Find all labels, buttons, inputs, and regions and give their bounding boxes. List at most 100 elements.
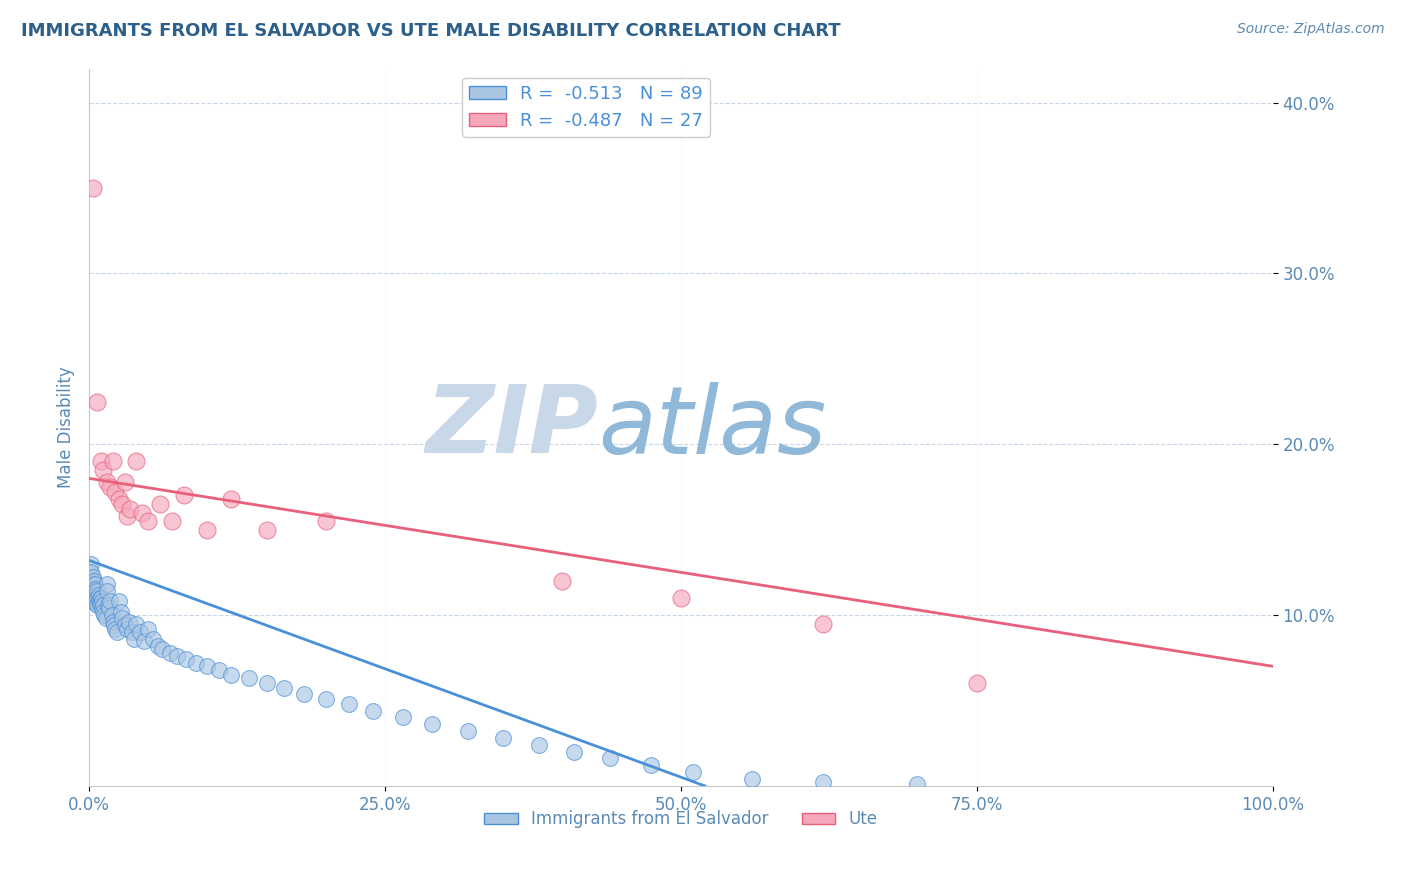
Point bbox=[84, 594, 107, 608]
Point bbox=[811, 616, 834, 631]
Point bbox=[669, 591, 692, 605]
Point bbox=[682, 765, 704, 780]
Point bbox=[166, 648, 188, 663]
Point bbox=[273, 681, 295, 696]
Point bbox=[107, 594, 129, 608]
Point bbox=[107, 491, 129, 506]
Point bbox=[80, 577, 103, 591]
Point bbox=[114, 475, 136, 489]
Point bbox=[83, 574, 105, 588]
Y-axis label: Male Disability: Male Disability bbox=[58, 367, 75, 488]
Point bbox=[208, 663, 231, 677]
Point bbox=[640, 758, 662, 772]
Point bbox=[96, 475, 118, 489]
Point bbox=[315, 514, 337, 528]
Point bbox=[96, 584, 118, 599]
Point bbox=[91, 594, 114, 608]
Point bbox=[84, 587, 107, 601]
Point bbox=[90, 598, 112, 612]
Point bbox=[100, 594, 122, 608]
Point bbox=[84, 584, 107, 599]
Point bbox=[132, 633, 155, 648]
Point bbox=[98, 601, 121, 615]
Point bbox=[84, 596, 107, 610]
Point bbox=[741, 772, 763, 786]
Point bbox=[86, 394, 108, 409]
Point bbox=[91, 463, 114, 477]
Point bbox=[121, 625, 143, 640]
Point bbox=[131, 506, 153, 520]
Text: Source: ZipAtlas.com: Source: ZipAtlas.com bbox=[1237, 22, 1385, 37]
Point bbox=[120, 502, 142, 516]
Point bbox=[142, 632, 165, 646]
Point bbox=[89, 591, 111, 605]
Point bbox=[114, 618, 136, 632]
Point bbox=[136, 622, 159, 636]
Text: IMMIGRANTS FROM EL SALVADOR VS UTE MALE DISABILITY CORRELATION CHART: IMMIGRANTS FROM EL SALVADOR VS UTE MALE … bbox=[21, 22, 841, 40]
Point bbox=[107, 625, 129, 640]
Point bbox=[83, 591, 105, 605]
Point bbox=[159, 646, 181, 660]
Point bbox=[160, 514, 183, 528]
Point bbox=[90, 591, 112, 605]
Point bbox=[80, 587, 103, 601]
Point bbox=[79, 591, 101, 605]
Point bbox=[84, 591, 107, 605]
Point bbox=[125, 616, 148, 631]
Point bbox=[907, 777, 929, 791]
Point bbox=[79, 582, 101, 597]
Point bbox=[83, 582, 105, 597]
Point bbox=[146, 639, 169, 653]
Point bbox=[104, 622, 127, 636]
Point bbox=[125, 454, 148, 468]
Point bbox=[122, 632, 145, 646]
Point bbox=[94, 611, 117, 625]
Point bbox=[149, 497, 172, 511]
Text: ZIP: ZIP bbox=[425, 381, 598, 473]
Point bbox=[93, 607, 115, 622]
Point bbox=[174, 652, 197, 666]
Point bbox=[79, 566, 101, 580]
Point bbox=[256, 676, 278, 690]
Text: atlas: atlas bbox=[598, 382, 827, 473]
Point bbox=[84, 582, 107, 597]
Point bbox=[110, 605, 132, 619]
Point bbox=[100, 607, 122, 622]
Point bbox=[97, 598, 120, 612]
Point bbox=[184, 656, 207, 670]
Point bbox=[219, 491, 242, 506]
Point bbox=[315, 691, 337, 706]
Point bbox=[87, 594, 110, 608]
Point bbox=[118, 615, 141, 629]
Point bbox=[96, 577, 118, 591]
Point bbox=[599, 751, 621, 765]
Point bbox=[256, 523, 278, 537]
Point bbox=[103, 618, 125, 632]
Point bbox=[90, 454, 112, 468]
Point bbox=[82, 577, 104, 591]
Point bbox=[82, 582, 104, 597]
Point bbox=[391, 710, 413, 724]
Point bbox=[339, 697, 361, 711]
Point bbox=[811, 775, 834, 789]
Point bbox=[91, 598, 114, 612]
Point bbox=[100, 480, 122, 494]
Point bbox=[492, 731, 515, 745]
Point bbox=[420, 717, 443, 731]
Point bbox=[966, 676, 988, 690]
Point bbox=[82, 591, 104, 605]
Point bbox=[551, 574, 574, 588]
Point bbox=[104, 485, 127, 500]
Point bbox=[457, 724, 479, 739]
Point bbox=[87, 587, 110, 601]
Point bbox=[91, 605, 114, 619]
Point bbox=[361, 704, 384, 718]
Point bbox=[115, 622, 138, 636]
Point bbox=[79, 574, 101, 588]
Point bbox=[115, 508, 138, 523]
Point bbox=[238, 671, 260, 685]
Point bbox=[562, 745, 585, 759]
Point bbox=[89, 596, 111, 610]
Point bbox=[91, 601, 114, 615]
Point bbox=[129, 625, 152, 640]
